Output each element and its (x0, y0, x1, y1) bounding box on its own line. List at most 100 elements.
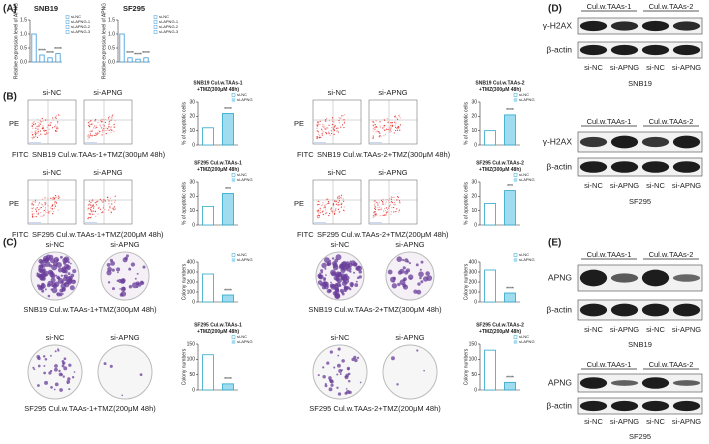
colony-dot (344, 375, 347, 378)
event-dot (94, 210, 96, 212)
group-label: si-NC (331, 333, 350, 342)
event-dot (54, 205, 57, 207)
event-dot (32, 121, 34, 123)
event-dot (107, 118, 110, 120)
event-dot (330, 207, 332, 209)
event-dot (104, 130, 106, 132)
event-dot (318, 203, 320, 206)
event-dot (90, 212, 92, 215)
band (672, 274, 701, 282)
event-dot (56, 128, 58, 130)
event-dot (387, 128, 389, 131)
event-dot (57, 121, 59, 123)
event-dot (317, 131, 319, 133)
chart-title: SF295 Cul.w.TAAs-1 (194, 322, 242, 328)
event-dot (331, 123, 333, 126)
event-dot (338, 122, 341, 124)
event-dot (104, 200, 107, 203)
legend-label: si-NC (237, 252, 247, 257)
colony-dot (358, 270, 362, 274)
event-dot (376, 130, 378, 132)
colony-dot (42, 355, 46, 358)
event-dot (317, 203, 319, 206)
colony-dot (419, 268, 422, 271)
event-dot (110, 126, 112, 129)
event-dot (93, 134, 95, 136)
event-dot (325, 133, 328, 135)
colony-dot (321, 262, 327, 269)
colony-dot (323, 284, 329, 290)
event-dot (95, 118, 97, 121)
event-dot (35, 210, 38, 213)
event-dot (111, 117, 113, 119)
group-label: si-APNG (93, 88, 122, 97)
event-dot (337, 208, 340, 210)
event-dot (32, 123, 35, 126)
event-dot (334, 210, 336, 212)
lane-label: si-APNG (610, 63, 639, 72)
event-dot (375, 206, 377, 208)
blot-frame (577, 373, 703, 393)
event-dot (110, 131, 112, 134)
colony-dot (415, 263, 419, 267)
colony-dot (110, 261, 116, 266)
blot-frame (577, 397, 703, 415)
event-dot (43, 214, 45, 216)
event-dot (52, 198, 54, 200)
event-dot (102, 205, 105, 207)
colony-dot (350, 284, 354, 288)
event-dot (113, 124, 115, 126)
colony-dot (332, 261, 337, 266)
event-dot (54, 126, 56, 128)
event-dot (372, 121, 374, 123)
colony-dot (120, 291, 127, 297)
event-dot (108, 209, 110, 212)
group-label: si-NC (43, 168, 62, 177)
event-dot (99, 208, 102, 210)
quadrant-box (85, 142, 97, 144)
legend-swatch (153, 25, 158, 29)
colony-dot (61, 266, 67, 271)
event-dot (39, 207, 41, 209)
colony-dot (119, 288, 121, 290)
legend-label: si-APNG (237, 339, 253, 344)
event-dot (316, 215, 318, 217)
lane-label: si-APNG (672, 181, 701, 190)
band (610, 21, 639, 31)
event-dot (37, 121, 39, 123)
bar (222, 113, 234, 146)
event-dot (373, 212, 375, 214)
y-tick-label: 0 (192, 222, 195, 228)
lane-label: si-NC (646, 63, 665, 72)
colony-dot (103, 362, 107, 366)
event-dot (393, 132, 395, 134)
event-dot (88, 136, 90, 138)
blot-header: Cul.w.TAAs-2 (649, 250, 694, 259)
caption: SNB19 Cul.w.TAAs-2+TMZ(300μM 48h) (308, 305, 442, 314)
colony-dot (70, 273, 75, 278)
event-dot (393, 211, 395, 213)
event-dot (328, 202, 330, 204)
colony-dot (73, 279, 76, 282)
chart-title: +TMZ(200μM 48h) (197, 167, 239, 173)
colony-dot (347, 368, 350, 371)
band (610, 44, 639, 56)
legend-label: si-APNG-2 (159, 24, 179, 29)
colony-dot (326, 361, 330, 365)
event-dot (326, 127, 328, 129)
event-dot (340, 206, 343, 208)
event-dot (325, 203, 327, 206)
colony-dot (396, 383, 399, 386)
event-dot (335, 207, 337, 210)
significance: **** (224, 107, 232, 113)
colony-dot (37, 356, 41, 361)
event-dot (396, 208, 398, 210)
event-dot (51, 208, 54, 211)
event-dot (108, 117, 110, 119)
event-dot (105, 118, 107, 120)
bar (484, 349, 496, 391)
colony-dot (322, 374, 326, 379)
colony-dot (61, 360, 65, 363)
event-dot (87, 209, 89, 211)
event-dot (383, 126, 385, 128)
